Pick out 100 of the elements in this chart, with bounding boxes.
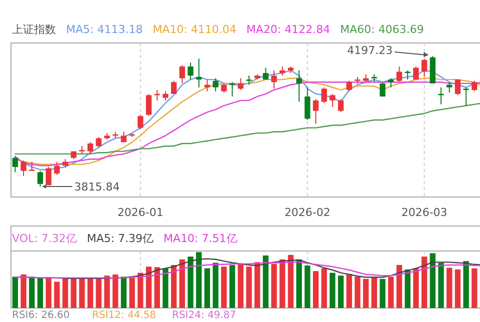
bar: [421, 256, 428, 308]
bar: [438, 262, 444, 308]
bar: [446, 268, 452, 308]
bar: [296, 259, 302, 308]
x-tick-label: 2026-03: [401, 206, 448, 219]
candlestick: [87, 142, 94, 154]
bar: [212, 262, 218, 308]
bar: [154, 267, 160, 308]
bar: [472, 268, 478, 308]
bar: [371, 277, 378, 308]
candlestick: [246, 75, 252, 86]
candlestick: [229, 82, 236, 98]
bar: [238, 264, 244, 308]
candlestick: [421, 58, 428, 78]
candlestick: [188, 62, 194, 80]
bar: [388, 276, 394, 308]
bar: [138, 272, 144, 308]
bar: [463, 261, 469, 308]
candlestick: [404, 70, 410, 80]
bar: [87, 278, 94, 308]
bar: [12, 276, 18, 308]
candlestick: [396, 66, 402, 83]
text: MA5: 7.39亿: [86, 232, 154, 245]
bar: [288, 254, 294, 308]
chart-title: 上证指数: [12, 23, 56, 36]
bar: [321, 268, 327, 308]
text: MA60: 4063.69: [340, 23, 424, 36]
bar: [104, 276, 110, 308]
x-tick-label: 2026-01: [117, 206, 164, 219]
candlestick: [380, 82, 386, 98]
bar: [46, 277, 52, 308]
bar: [430, 253, 436, 308]
bar: [312, 271, 319, 308]
candlestick: [162, 90, 168, 101]
text: VOL: 7.32亿: [12, 232, 77, 245]
bar: [120, 276, 127, 308]
bar: [188, 256, 194, 308]
bar: [129, 278, 135, 308]
text: RSI24: 49.87: [172, 310, 236, 321]
candlestick: [12, 156, 18, 173]
candlestick: [463, 86, 469, 106]
bar: [54, 282, 60, 308]
candlestick: [221, 82, 227, 94]
bar: [404, 269, 410, 308]
candlestick: [170, 80, 177, 94]
bar: [229, 264, 236, 308]
candlestick: [96, 136, 102, 148]
bar: [204, 268, 210, 308]
candlestick: [338, 98, 344, 113]
candlestick: [20, 160, 26, 177]
text: RSI12: 44.58: [92, 310, 156, 321]
series-label: MA10: 7.51亿: [164, 232, 238, 245]
candlestick: [388, 78, 394, 88]
bar: [179, 259, 186, 308]
bar: [254, 262, 260, 308]
bar: [346, 274, 352, 308]
bar: [380, 278, 386, 308]
candlestick: [346, 80, 352, 92]
candlestick: [179, 64, 186, 84]
candlestick: [54, 161, 60, 176]
text: MA5: 4113.18: [66, 23, 143, 36]
bar: [396, 264, 402, 308]
candlestick: [138, 114, 144, 130]
candlestick: [280, 66, 286, 76]
bar: [262, 255, 269, 308]
bar: [196, 252, 202, 308]
bar: [354, 276, 360, 308]
bar: [20, 274, 26, 308]
text: MA10: 4110.04: [152, 23, 236, 36]
candlestick: [212, 78, 218, 92]
annotation: 4197.23: [347, 44, 393, 58]
bar: [170, 264, 177, 308]
bar: [413, 268, 419, 308]
text: RSI6: 26.60: [12, 310, 70, 321]
candlestick: [196, 58, 202, 88]
candlestick: [413, 66, 419, 80]
bar: [221, 266, 227, 308]
candlestick: [146, 93, 152, 117]
candlestick: [312, 98, 319, 124]
text: MA20: 4122.84: [246, 23, 330, 36]
candlestick: [296, 70, 302, 102]
candlestick: [330, 93, 336, 108]
bar: [162, 268, 168, 308]
candlestick: [29, 161, 35, 172]
candlestick: [238, 78, 244, 90]
bar: [146, 266, 152, 308]
candlestick: [46, 166, 52, 186]
candlestick: [454, 79, 461, 96]
bar: [454, 269, 461, 308]
candlestick: [271, 70, 277, 90]
bar: [338, 276, 344, 308]
bar: [280, 259, 286, 308]
candlestick: [472, 80, 478, 92]
bar: [29, 278, 35, 308]
bar: [330, 272, 336, 308]
bar: [96, 278, 102, 308]
bar: [70, 278, 76, 308]
bar: [62, 278, 68, 308]
candlestick: [304, 86, 310, 120]
x-tick-label: 2026-02: [284, 206, 330, 219]
